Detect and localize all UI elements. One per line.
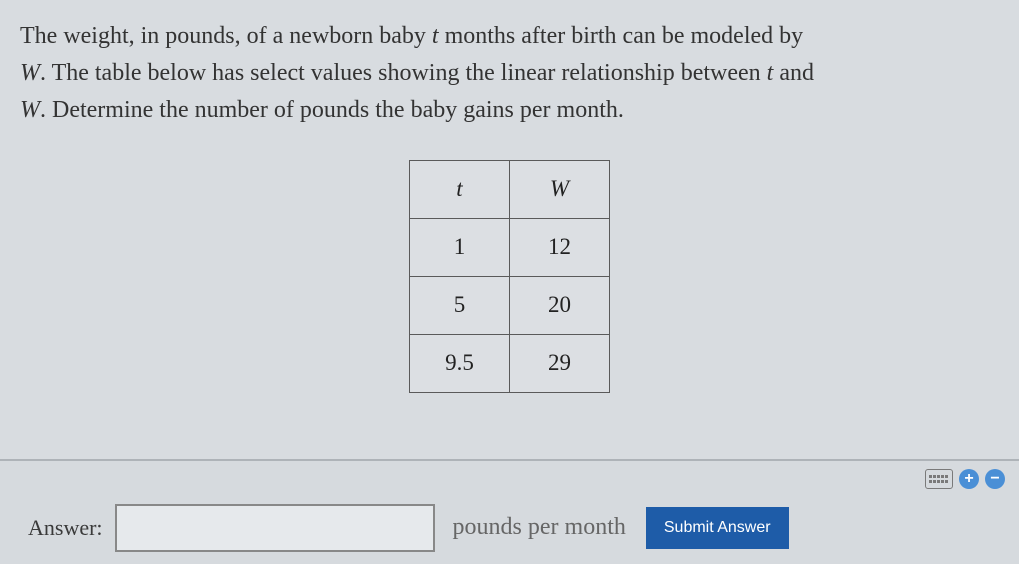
- table-header-t: t: [410, 160, 510, 218]
- text-segment: months after birth can be modeled by: [439, 23, 804, 49]
- table-row: 1 12: [410, 218, 610, 276]
- table-cell: 29: [510, 334, 610, 392]
- text-segment: and: [773, 60, 814, 86]
- variable-t: t: [432, 23, 439, 49]
- keyboard-icon[interactable]: [925, 469, 953, 489]
- variable-W: W: [20, 97, 40, 123]
- unit-label: pounds per month: [453, 514, 626, 541]
- table-row: 9.5 29: [410, 334, 610, 392]
- table-cell: 20: [510, 276, 610, 334]
- text-segment: . The table below has select values show…: [40, 60, 767, 86]
- answer-bar: + − Answer: pounds per month Submit Answ…: [0, 459, 1019, 564]
- minus-icon[interactable]: −: [985, 469, 1005, 489]
- table-cell: 12: [510, 218, 610, 276]
- text-segment: . Determine the number of pounds the bab…: [40, 97, 624, 123]
- submit-answer-button[interactable]: Submit Answer: [646, 507, 789, 549]
- table-cell: 1: [410, 218, 510, 276]
- table-header-W: W: [510, 160, 610, 218]
- plus-icon[interactable]: +: [959, 469, 979, 489]
- variable-W: W: [20, 60, 40, 86]
- table-row: 5 20: [410, 276, 610, 334]
- problem-statement: The weight, in pounds, of a newborn baby…: [20, 18, 999, 130]
- text-segment: The weight, in pounds, of a newborn baby: [20, 23, 432, 49]
- table-cell: 5: [410, 276, 510, 334]
- toolbar-icons: + −: [925, 469, 1005, 489]
- answer-label: Answer:: [28, 515, 103, 541]
- answer-input[interactable]: [115, 504, 435, 552]
- table-cell: 9.5: [410, 334, 510, 392]
- data-table: t W 1 12 5 20 9.5 29: [409, 160, 610, 393]
